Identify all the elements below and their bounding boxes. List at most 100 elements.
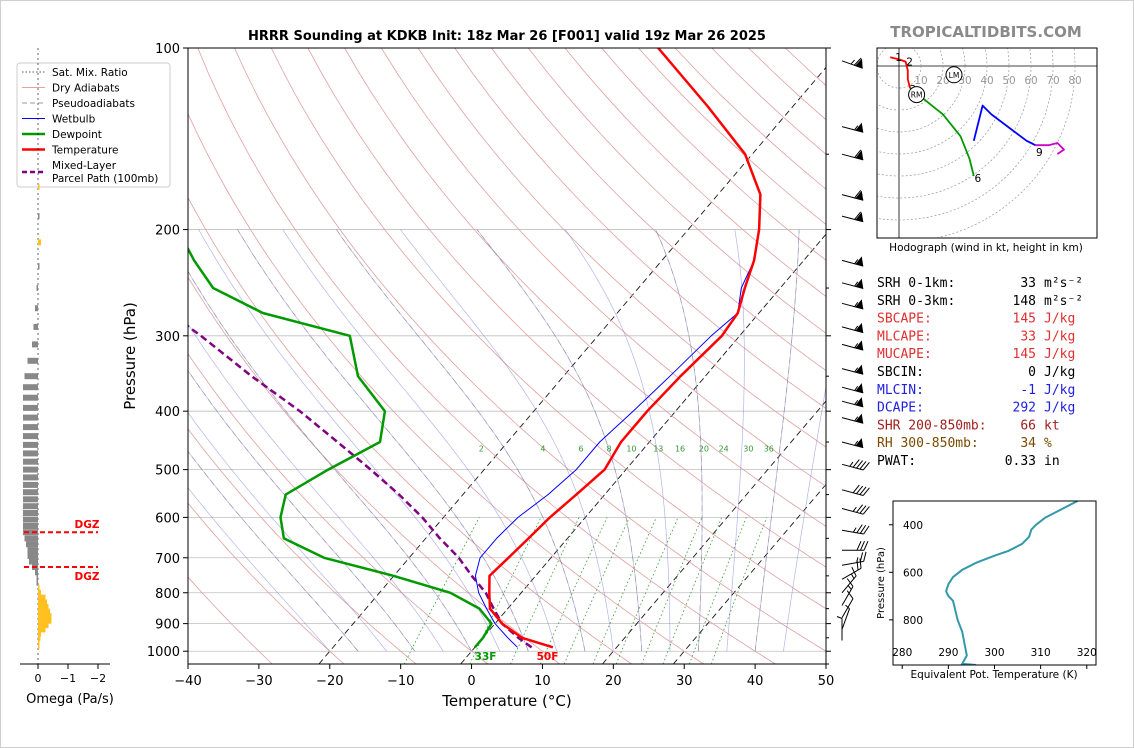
omega-bar xyxy=(38,630,41,637)
pseudoadiabat-dashed xyxy=(237,229,529,652)
wind-barb-full xyxy=(852,459,860,468)
wind-barb-staff xyxy=(841,386,864,394)
omega-bar xyxy=(38,626,46,633)
mixing-ratio-line xyxy=(711,517,768,664)
omega-bar xyxy=(27,547,38,554)
wind-barb-half xyxy=(850,573,855,579)
omega-bar xyxy=(26,541,38,548)
omega-bar xyxy=(23,523,38,529)
wind-barb xyxy=(841,397,864,408)
isotherm xyxy=(673,483,826,664)
omega-bar xyxy=(35,569,38,576)
hodograph-ring xyxy=(877,48,988,155)
wind-barb-full xyxy=(862,506,870,515)
parameter-value: -1 xyxy=(1020,383,1036,398)
wind-barb xyxy=(841,299,864,310)
wind-barb-full xyxy=(860,540,865,551)
parameter-value: 33 xyxy=(1020,276,1036,291)
y-tick-label: 800 xyxy=(155,587,180,602)
skewt-plot-frame xyxy=(187,47,827,665)
pseudoadiabat xyxy=(726,229,745,652)
hodograph-height-label: 1 xyxy=(895,52,902,64)
wind-barb-full xyxy=(846,578,854,587)
theta-e-panel: 280 290 300 310 320 400 600 800 xyxy=(889,501,1097,669)
wind-barb-full xyxy=(856,540,862,551)
mixing-ratio-label: 4 xyxy=(540,444,545,453)
omega-bar xyxy=(23,458,38,465)
pseudoadiabat xyxy=(188,370,416,652)
dewpoint-line xyxy=(188,246,493,649)
wind-barb xyxy=(841,149,864,161)
wind-barb-full xyxy=(859,505,867,514)
wind-barb-half xyxy=(854,385,859,391)
wind-barb-full xyxy=(856,524,863,534)
wind-barb-half xyxy=(854,259,859,265)
wind-barb-staff xyxy=(841,215,864,223)
omega-bar xyxy=(23,394,38,401)
wind-barb-full xyxy=(859,558,862,569)
isotherm xyxy=(602,400,826,664)
hodograph-frame xyxy=(876,47,1098,239)
theta-e-x-tick-label: 310 xyxy=(1031,647,1051,659)
brand-logo: TROPICALTIDBITS.COM xyxy=(890,23,1082,41)
wind-barb-full xyxy=(859,461,867,470)
omega-tick-label: −2 xyxy=(90,672,106,685)
omega-bar xyxy=(23,474,38,481)
hodograph-caption: Hodograph (wind in kt, height in km) xyxy=(889,242,1083,254)
wind-barb-full xyxy=(854,211,862,220)
wind-barb-full xyxy=(853,57,862,66)
dry-adiabat xyxy=(197,48,776,664)
parameter-label: MLCIN: xyxy=(877,383,924,398)
omega-bar xyxy=(23,529,38,536)
hodograph-ring-label: 50 xyxy=(1002,75,1015,87)
x-tick-label: −20 xyxy=(316,674,343,689)
parameter-unit: J/kg xyxy=(1044,347,1075,362)
omega-bar xyxy=(38,642,40,649)
mixing-ratio-line xyxy=(540,517,608,664)
legend-label: Dry Adiabats xyxy=(52,83,120,95)
wind-barb xyxy=(841,322,864,334)
skewt-axes: −40 −30 −20 −10 0 10 20 30 40 50 100 200 300 400 500 60… xyxy=(147,42,834,689)
wind-barb-staff xyxy=(841,575,857,594)
y-tick-label: 100 xyxy=(155,42,180,57)
parcel-path-line xyxy=(188,324,533,649)
parameter-unit: m²s⁻² xyxy=(1044,276,1083,291)
wind-barb xyxy=(841,524,870,535)
dry-adiabat xyxy=(270,48,826,610)
omega-bar xyxy=(38,184,40,190)
storm-motion-label: LM xyxy=(949,71,960,80)
wind-barb xyxy=(841,189,864,201)
mixing-ratio-label: 16 xyxy=(675,444,685,453)
omega-bar xyxy=(36,574,38,581)
theta-e-y-tick-label: 800 xyxy=(903,615,923,627)
hodograph-ring xyxy=(877,48,966,133)
theta-e-x-tick-label: 290 xyxy=(938,647,958,659)
wind-barb-staff xyxy=(841,441,864,449)
wind-barb-staff xyxy=(841,302,864,310)
parameter-label: SHR 200-850mb: xyxy=(877,418,987,433)
omega-bar xyxy=(23,481,38,488)
dry-adiabat xyxy=(188,276,561,664)
omega-bar xyxy=(23,433,38,440)
wind-barb xyxy=(841,578,854,606)
hodograph-ring-label: 10 xyxy=(914,75,927,87)
wind-barb-half xyxy=(836,616,843,619)
hodograph-height-label: 2 xyxy=(906,57,913,69)
hodograph-rings: 10 20 30 40 50 60 70 80 xyxy=(877,48,1097,238)
omega-bar xyxy=(24,373,38,380)
wind-barb xyxy=(841,566,857,594)
dry-adiabat xyxy=(188,196,632,664)
x-tick-label: 10 xyxy=(534,674,551,689)
omega-bar xyxy=(38,638,40,645)
chart-title: HRRR Sounding at KDKB Init: 18z Mar 26 [… xyxy=(248,29,766,44)
theta-e-x-tick-label: 300 xyxy=(984,647,1004,659)
omega-bar xyxy=(23,489,38,496)
wind-barb-staff xyxy=(841,282,864,289)
omega-bar xyxy=(23,414,38,421)
pseudoadiabat xyxy=(336,229,586,652)
wind-barbs xyxy=(836,57,870,641)
parameter-label: DCAPE: xyxy=(877,401,924,416)
wind-barb-staff xyxy=(841,508,864,515)
theta-e-y-tick-label: 600 xyxy=(903,567,923,579)
omega-bar xyxy=(23,510,38,516)
